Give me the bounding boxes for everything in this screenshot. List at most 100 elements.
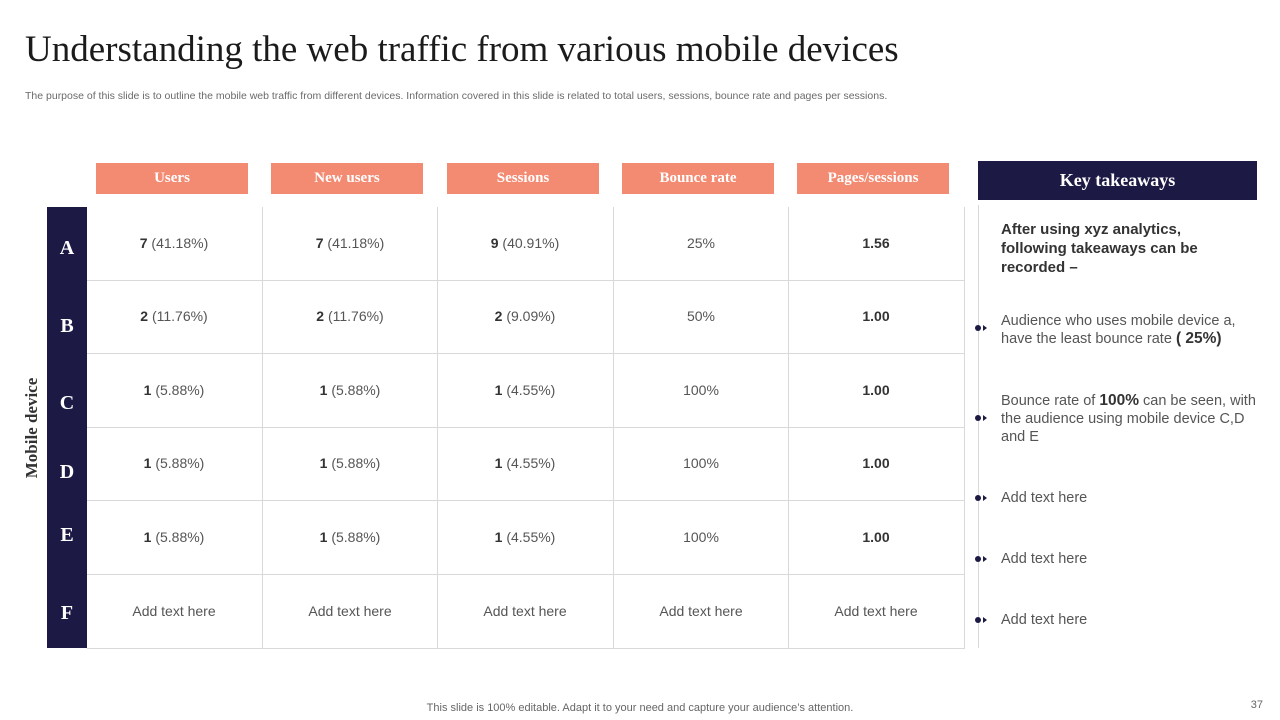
cell-a-users: 7 (41.18%) (94, 235, 254, 251)
cell-detail: (40.91%) (498, 235, 560, 251)
cell-e-sessions: 1 (4.55%) (445, 529, 605, 545)
cell-a-pages-sessions: 1.56 (796, 235, 956, 251)
bullet-icon (975, 324, 987, 332)
cell-value: 2 (316, 308, 325, 324)
cell-a-bounce-rate: 25% (621, 235, 781, 251)
grid-divider (87, 427, 964, 428)
key-takeaways-heading: Key takeaways (978, 161, 1257, 200)
cell-value: 1.00 (862, 308, 890, 324)
cell-detail: (5.88%) (327, 382, 381, 398)
cell-b-users: 2 (11.76%) (94, 308, 254, 324)
cell-d-users: 1 (5.88%) (94, 455, 254, 471)
cell-d-pages-sessions: 1.00 (796, 455, 956, 471)
takeaway-item: Audience who uses mobile device a, have … (1001, 312, 1256, 348)
takeaways-intro: After using xyz analytics, following tak… (1001, 221, 1198, 276)
cell-d-sessions: 1 (4.55%) (445, 455, 605, 471)
column-header-sessions: Sessions (447, 163, 599, 194)
cell-e-bounce-rate: 100% (621, 529, 781, 545)
cell-d-new-users: 1 (5.88%) (270, 455, 430, 471)
cell-c-sessions: 1 (4.55%) (445, 382, 605, 398)
grid-divider (87, 500, 964, 501)
cell-e-new-users: 1 (5.88%) (270, 529, 430, 545)
takeaways-timeline (978, 205, 979, 648)
grid-divider (87, 353, 964, 354)
cell-c-new-users: 1 (5.88%) (270, 382, 430, 398)
cell-f-users: Add text here (94, 603, 254, 619)
cell-value: 1 (319, 529, 328, 545)
cell-detail: (5.88%) (151, 455, 205, 471)
cell-value: 2 (140, 308, 149, 324)
column-header-bounce-rate: Bounce rate (622, 163, 774, 194)
cell-detail: (41.18%) (323, 235, 385, 251)
cell-detail: Add text here (132, 603, 216, 619)
cell-value: 1 (143, 529, 152, 545)
cell-c-pages-sessions: 1.00 (796, 382, 956, 398)
cell-detail: (41.18%) (147, 235, 209, 251)
cell-value: 1 (319, 382, 328, 398)
takeaway-text: can be seen, with the audience using mob… (1001, 393, 1256, 445)
takeaway-highlight: ( 25%) (1175, 330, 1222, 347)
row-label-f: F (60, 602, 74, 624)
cell-c-users: 1 (5.88%) (94, 382, 254, 398)
cell-detail: (11.76%) (324, 308, 384, 324)
takeaway-item: Add text here (1001, 612, 1088, 628)
cell-detail: (4.55%) (502, 529, 556, 545)
cell-f-new-users: Add text here (270, 603, 430, 619)
page-number: 37 (1250, 699, 1263, 711)
cell-detail: Add text here (483, 603, 567, 619)
grid-divider (87, 574, 964, 575)
row-label-bar (47, 207, 87, 648)
cell-a-new-users: 7 (41.18%) (270, 235, 430, 251)
cell-value: 7 (315, 235, 324, 251)
cell-detail: (4.55%) (502, 382, 556, 398)
cell-value: 7 (139, 235, 148, 251)
takeaway-text: Bounce rate of (1001, 393, 1100, 409)
row-label-e: E (60, 524, 74, 546)
takeaway-item: Add text here (1001, 490, 1088, 506)
cell-detail: 100% (683, 529, 719, 545)
bullet-icon (975, 494, 987, 502)
cell-detail: Add text here (834, 603, 918, 619)
footer-note: This slide is 100% editable. Adapt it to… (426, 702, 854, 714)
takeaway-text: Audience who uses mobile device a, have … (1001, 313, 1236, 347)
cell-value: 2 (494, 308, 503, 324)
cell-value: 1.00 (862, 529, 890, 545)
cell-value: 1.00 (862, 455, 890, 471)
data-table: 7 (41.18%) 7 (41.18%) 9 (40.91%) 25% 1.56 2 (… (87, 207, 965, 649)
cell-value: 1 (494, 382, 503, 398)
cell-value: 1.56 (862, 235, 890, 251)
takeaway-item: Add text here (1001, 551, 1088, 567)
grid-divider (87, 280, 964, 281)
row-label-d: D (59, 461, 75, 483)
cell-detail: (5.88%) (151, 529, 205, 545)
cell-value: 1.00 (862, 382, 890, 398)
bullet-icon (975, 555, 987, 563)
cell-detail: (5.88%) (327, 455, 381, 471)
bullet-icon (975, 616, 987, 624)
cell-e-users: 1 (5.88%) (94, 529, 254, 545)
cell-detail: 100% (683, 455, 719, 471)
cell-d-bounce-rate: 100% (621, 455, 781, 471)
takeaway-highlight: 100% (1099, 392, 1139, 409)
cell-f-bounce-rate: Add text here (621, 603, 781, 619)
cell-detail: 50% (686, 308, 716, 324)
cell-f-pages-sessions: Add text here (796, 603, 956, 619)
cell-b-new-users: 2 (11.76%) (270, 308, 430, 324)
cell-detail: 100% (683, 382, 719, 398)
row-label-c: C (59, 392, 75, 414)
cell-detail: (5.88%) (151, 382, 205, 398)
cell-e-pages-sessions: 1.00 (796, 529, 956, 545)
cell-value: 1 (143, 382, 152, 398)
cell-detail: (4.55%) (502, 455, 556, 471)
cell-value: 9 (490, 235, 499, 251)
cell-value: 1 (494, 455, 503, 471)
column-header-pages-sessions: Pages/sessions (797, 163, 949, 194)
cell-a-sessions: 9 (40.91%) (445, 235, 605, 251)
slide-title: Understanding the web traffic from vario… (25, 29, 899, 70)
cell-value: 1 (319, 455, 328, 471)
column-header-new-users: New users (271, 163, 423, 194)
cell-detail: Add text here (308, 603, 392, 619)
cell-b-bounce-rate: 50% (621, 308, 781, 324)
cell-detail: 25% (686, 235, 716, 251)
cell-f-sessions: Add text here (445, 603, 605, 619)
